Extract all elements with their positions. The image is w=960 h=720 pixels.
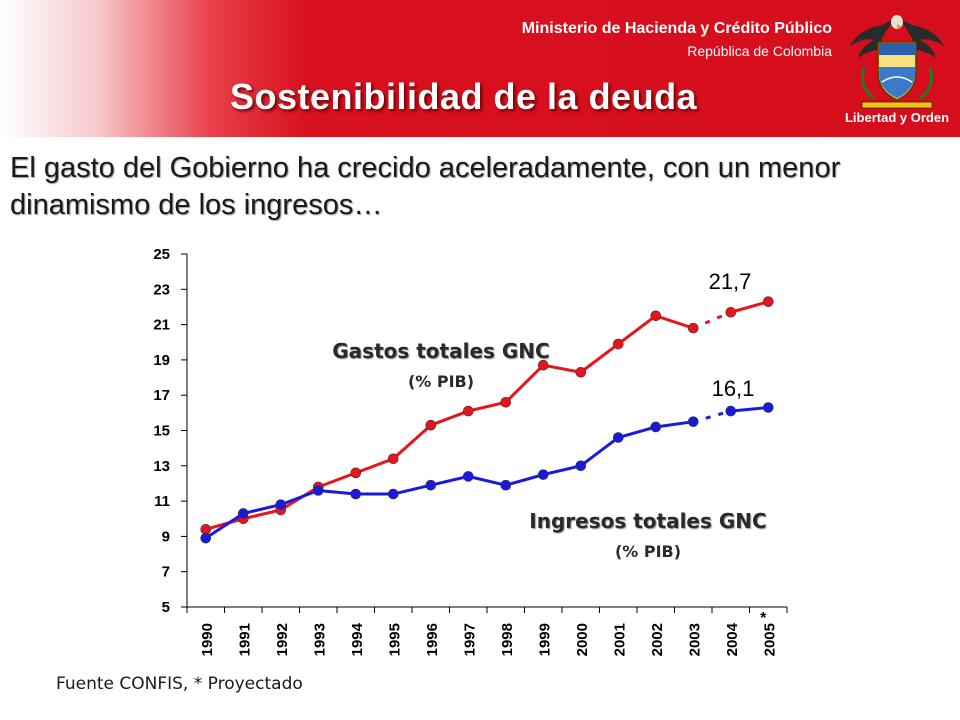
data-point: [387, 453, 399, 465]
series-unit-label: (% PIB): [615, 542, 681, 561]
ministry-block: Ministerio de Hacienda y Crédito Público…: [522, 18, 832, 62]
slide-subtitle: El gasto del Gobierno ha crecido acelera…: [10, 152, 841, 221]
data-point: [500, 479, 512, 491]
shield-icon: [877, 41, 917, 101]
data-point: [725, 306, 737, 318]
data-point: [350, 488, 362, 500]
data-point: [200, 524, 212, 535]
crest-motto: Libertad y Orden: [845, 110, 949, 125]
page-title: Sostenibilidad de la deuda: [230, 76, 698, 117]
x-tick-label: 1998: [499, 623, 516, 656]
x-tick-label: 1994: [349, 622, 366, 656]
data-point: [762, 296, 774, 307]
projection-marker: *: [760, 610, 767, 627]
data-annotation: 16,1: [712, 376, 755, 401]
data-point: [650, 310, 662, 322]
y-tick-label: 13: [153, 458, 170, 475]
series-projection-bridge-0: [692, 310, 732, 330]
ministry-name: Ministerio de Hacienda y Crédito Público: [521, 20, 832, 37]
data-point: [462, 405, 474, 417]
data-point: [425, 479, 437, 491]
y-tick-label: 5: [162, 599, 170, 616]
y-tick-label: 21: [153, 317, 170, 334]
x-tick-label: 2003: [686, 623, 703, 656]
series-name-label: Gastos totales GNC: [332, 339, 549, 363]
data-point: [462, 471, 474, 482]
data-point: [687, 322, 699, 334]
series-projected-line-0: [730, 300, 769, 314]
series-projected-line-1: [730, 406, 769, 413]
colombia-coat-of-arms-icon: Libertad y Orden: [845, 14, 949, 125]
y-tick-label: 7: [162, 564, 170, 581]
condor-icon: [850, 14, 944, 58]
y-tick-label: 9: [162, 528, 170, 545]
x-tick-label: 2000: [574, 623, 591, 656]
x-tick-label: 2002: [649, 623, 666, 656]
data-point: [500, 396, 512, 408]
data-point: [237, 508, 249, 519]
data-point: [387, 488, 399, 500]
source-note: Fuente CONFIS, * Proyectado: [56, 674, 303, 694]
data-point: [537, 469, 549, 480]
y-tick-label: 23: [153, 281, 170, 298]
data-point: [612, 338, 624, 350]
chart-axes: 5 7 9 11 13 15 17 19 21 23 25 1990 1991 1992 1993 1994 1…: [153, 246, 788, 656]
series-line-0: [205, 314, 694, 531]
data-point: [425, 419, 437, 431]
data-point: [575, 460, 587, 472]
fiscal-line-chart: 5 7 9 11 13 15 17 19 21 23 25 1990 1991 1992 1993 1994 1…: [153, 246, 788, 656]
x-tick-label: 2001: [611, 623, 628, 656]
chart-series: [200, 296, 774, 544]
y-tick-label: 11: [154, 493, 170, 510]
header-banner: Ministerio de Hacienda y Crédito Público…: [0, 0, 960, 137]
series-name-label: Ingresos totales GNC: [529, 509, 766, 533]
x-tick-label: 2005: [761, 623, 778, 656]
x-tick-label: 1993: [311, 623, 328, 656]
series-projection-bridge-1: [692, 409, 732, 424]
data-annotation: 21,7: [709, 269, 752, 294]
y-tick-label: 17: [153, 387, 170, 404]
x-tick-label: 1997: [461, 623, 478, 656]
data-point: [537, 359, 549, 371]
series-unit-label: (% PIB): [408, 372, 474, 391]
data-point: [575, 366, 587, 378]
series-line-1: [204, 420, 694, 540]
x-tick-label: 1996: [424, 623, 441, 656]
y-tick-label: 19: [153, 352, 170, 369]
republic-name: República de Colombia: [687, 43, 832, 59]
y-tick-label: 15: [153, 423, 170, 440]
data-point: [350, 467, 362, 479]
y-tick-label: 25: [153, 246, 170, 263]
data-point: [312, 485, 324, 496]
x-tick-label: 1999: [536, 623, 553, 656]
data-point: [762, 402, 774, 413]
data-point: [725, 405, 737, 417]
data-point: [275, 499, 287, 510]
data-point: [200, 532, 212, 544]
x-tick-label: 1995: [386, 623, 403, 656]
data-point: [650, 421, 662, 433]
x-tick-label: 1991: [236, 623, 253, 656]
x-tick-label: 2004: [724, 622, 741, 656]
x-tick-label: 1992: [274, 623, 291, 656]
data-point: [612, 432, 624, 443]
x-tick-label: 1990: [199, 623, 216, 656]
data-point: [687, 416, 699, 427]
chart-labels: Gastos totales GNC (% PIB) Ingresos totale…: [332, 269, 766, 561]
